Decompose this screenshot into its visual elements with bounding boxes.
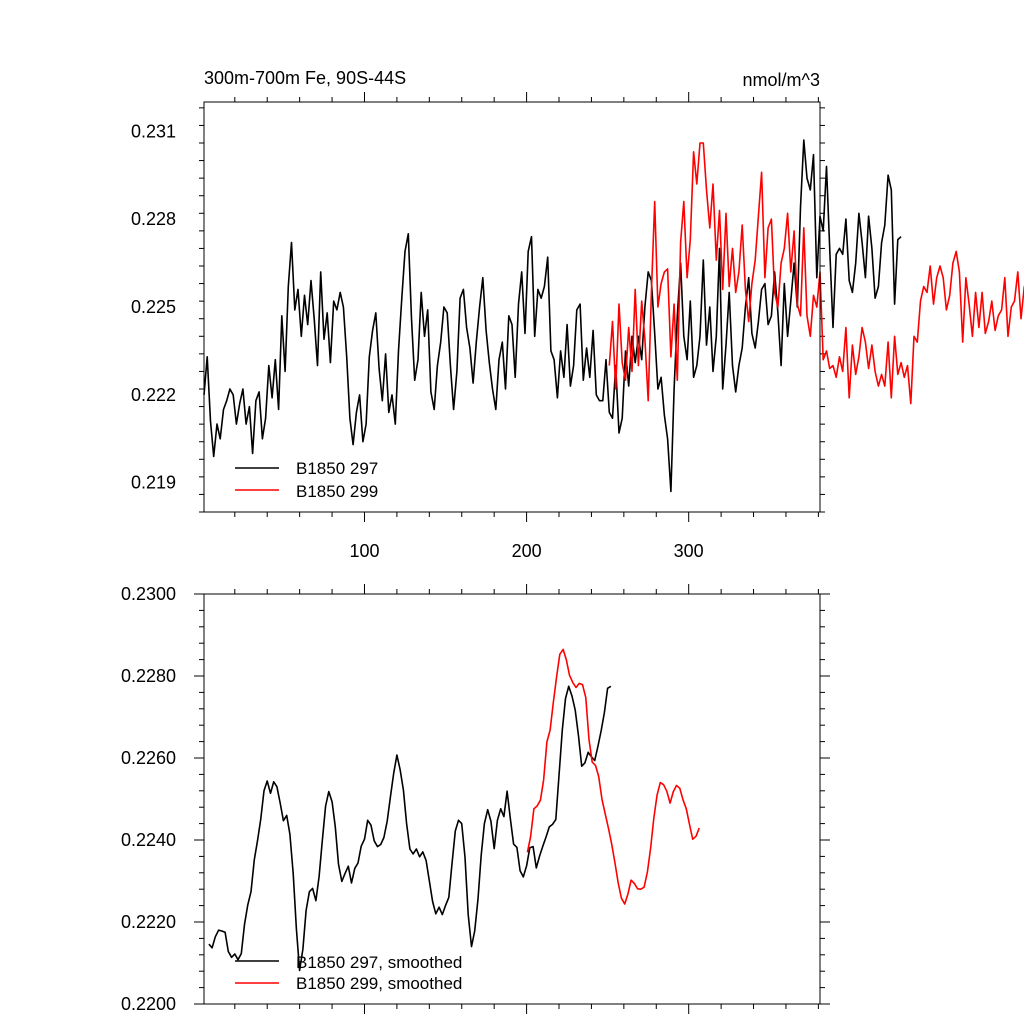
top-chart-title: 300m-700m Fe, 90S-44S	[204, 68, 406, 88]
top-legend-label-297: B1850 297	[296, 459, 378, 478]
bottom-legend-label-297: B1850 297, smoothed	[296, 953, 462, 972]
top-y-tick-label: 0.225	[131, 297, 176, 317]
top-axis-ticks: 0.219 0.222 0.225 0.228 0.231 100 200 300	[131, 92, 825, 561]
top-y-tick-label: 0.231	[131, 121, 176, 141]
bottom-panel: 0.2200 0.2220 0.2240 0.2260 0.2280 0.2300 B18…	[121, 584, 830, 1014]
bottom-legend: B1850 297, smoothed B1850 299, smoothed	[235, 953, 462, 993]
bottom-axis-ticks: 0.2200 0.2220 0.2240 0.2260 0.2280 0.2300	[121, 584, 830, 1014]
bottom-series-lines	[208, 648, 700, 972]
top-series-lines	[203, 139, 1024, 493]
bottom-y-tick-label: 0.2220	[121, 912, 176, 932]
bottom-y-tick-label: 0.2280	[121, 666, 176, 686]
top-x-tick-label: 100	[349, 541, 379, 561]
bottom-series-line-297	[208, 685, 612, 972]
top-series-line-297	[203, 139, 902, 493]
top-y-tick-label: 0.219	[131, 473, 176, 493]
bottom-y-tick-label: 0.2200	[121, 994, 176, 1014]
top-chart-units: nmol/m^3	[743, 70, 820, 90]
bottom-y-tick-label: 0.2260	[121, 748, 176, 768]
top-legend: B1850 297 B1850 299	[235, 459, 378, 501]
bottom-series-line-299	[526, 648, 700, 905]
top-x-tick-label: 300	[674, 541, 704, 561]
bottom-y-tick-label: 0.2240	[121, 830, 176, 850]
top-y-tick-label: 0.228	[131, 209, 176, 229]
bottom-legend-label-299: B1850 299, smoothed	[296, 974, 462, 993]
top-x-tick-label: 200	[512, 541, 542, 561]
top-y-tick-label: 0.222	[131, 385, 176, 405]
bottom-plot-frame	[203, 593, 821, 1005]
top-panel: 300m-700m Fe, 90S-44S nmol/m^3 0.219 0.22…	[131, 68, 1024, 561]
top-plot-frame	[203, 101, 821, 513]
bottom-y-tick-label: 0.2300	[121, 584, 176, 604]
top-series-line-299	[608, 142, 1024, 405]
top-legend-label-299: B1850 299	[296, 482, 378, 501]
